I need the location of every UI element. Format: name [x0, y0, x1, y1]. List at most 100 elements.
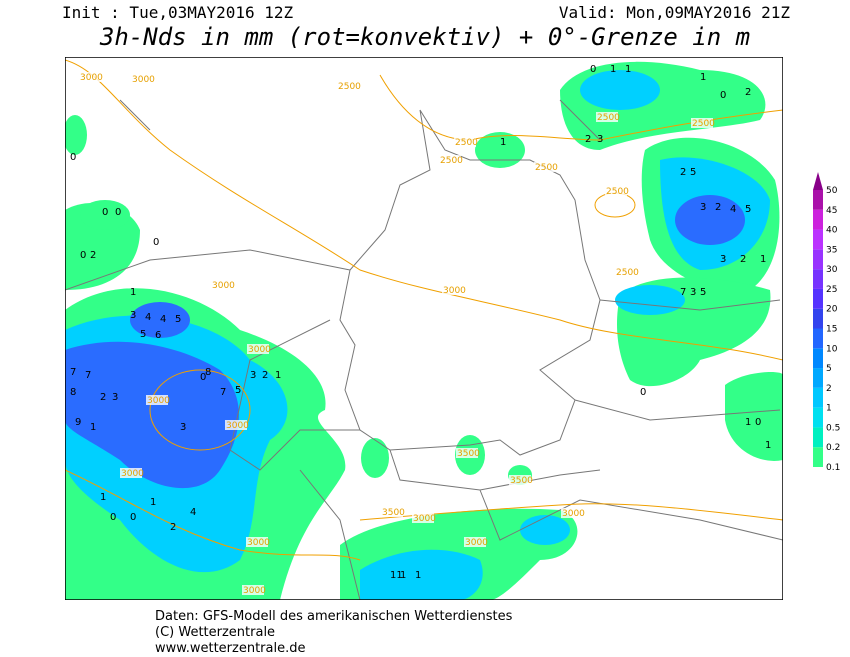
precip-value: 5: [175, 314, 181, 325]
precip-value: 1: [700, 72, 706, 83]
colorbar-label: 0.2: [826, 443, 840, 453]
precip-value: 3: [700, 202, 706, 213]
colorbar-segment: [813, 308, 823, 329]
contour-label: 3500: [382, 508, 405, 518]
contour-label-box: [691, 118, 713, 128]
precip-value: 1: [610, 64, 616, 75]
contour-label: 3000: [132, 75, 155, 85]
colorbar-label: 35: [826, 245, 837, 255]
precip-value: 7: [680, 287, 686, 298]
contour-label: 3000: [226, 421, 249, 431]
precip-value: 3: [130, 310, 136, 321]
colorbar-segment: [813, 407, 823, 428]
contour-label-box: [439, 155, 461, 165]
contour-label: 3000: [80, 73, 103, 83]
contour-label-box: [615, 267, 637, 277]
contour-label: 2500: [440, 156, 463, 166]
contour-label-box: [337, 81, 359, 91]
colorbar-segment: [813, 209, 823, 230]
map-area: 3000 300025002500250025002500250025002500…: [65, 57, 783, 600]
zero-degree-contours: [65, 59, 783, 561]
contour-label: 3500: [457, 449, 480, 459]
precip-value: 1: [100, 492, 106, 503]
contour-label-box: [242, 585, 264, 595]
contour-label: 2500: [535, 163, 558, 173]
contour-label: 2500: [455, 138, 478, 148]
precip-value: 3: [720, 254, 726, 265]
colorbar-label: 0.1: [826, 463, 840, 473]
map-title: 3h-Nds in mm (rot=konvektiv) + 0°-Grenze…: [99, 23, 750, 51]
valid-time: Valid: Mon,09MAY2016 21Z: [559, 3, 791, 22]
colorbar-label: 1: [826, 404, 832, 414]
colorbar-segment: [813, 249, 823, 270]
contour-label-box: [381, 507, 403, 517]
precip-value: 0: [70, 152, 76, 163]
precip-value: 1: [90, 422, 96, 433]
contour-label: 3000: [443, 286, 466, 296]
precip-value: 0: [115, 207, 121, 218]
contour-label-box: [225, 420, 247, 430]
colorbar-segment: [813, 427, 823, 448]
colorbar-segment: [813, 328, 823, 349]
precip-value: 1: [275, 370, 281, 381]
colorbar-segment: [813, 368, 823, 388]
contour-label: 3500: [510, 476, 533, 486]
contour-label: 2500: [606, 187, 629, 197]
colorbar-label: 5: [826, 364, 832, 374]
precip-value: 7: [85, 370, 91, 381]
contour-label: 3000: [147, 396, 170, 406]
precip-value: 4: [160, 314, 166, 325]
contour-label-box: [454, 137, 476, 147]
precip-value: 4: [190, 507, 196, 518]
contour-label: 3000: [562, 509, 585, 519]
precip-value: 1: [765, 440, 771, 451]
contour-label: 2500: [338, 82, 361, 92]
precip-value: 1: [150, 497, 156, 508]
colorbar-label: 0.5: [826, 423, 840, 433]
precip-value: 9: [75, 417, 81, 428]
precip-value: 1: [760, 254, 766, 265]
precip-value: 7: [220, 387, 226, 398]
precip-heavy: [65, 195, 745, 489]
colorbar-label: 50: [826, 186, 838, 196]
precip-value: 11: [390, 570, 403, 581]
precip-value: 3: [180, 422, 186, 433]
contour-label: 2500: [692, 119, 715, 129]
init-time: Init : Tue,03MAY2016 12Z: [62, 3, 294, 22]
precip-value: 2: [100, 392, 106, 403]
precip-value: 0: [80, 250, 86, 261]
contour-label: 3000: [413, 514, 436, 524]
colorbar-arrow: [813, 172, 823, 190]
precip-value: 2: [90, 250, 96, 261]
precip-value: 0: [153, 237, 159, 248]
contour-label-box: [605, 186, 627, 196]
precip-value: 3: [250, 370, 256, 381]
precip-value: 1: [130, 287, 136, 298]
precip-value: 7: [70, 367, 76, 378]
precip-value: 0: [590, 64, 596, 75]
colorbar-label: 15: [826, 325, 837, 335]
footer-url: www.wetterzentrale.de: [155, 641, 305, 656]
colorbar-segment: [813, 269, 823, 289]
contour-label-box: [534, 162, 556, 172]
contour-label: 3000: [212, 281, 235, 291]
precip-value: 2: [680, 167, 686, 178]
precip-value: 8: [205, 367, 211, 378]
colorbar-label: 40: [826, 226, 838, 236]
precip-value: 3: [597, 134, 603, 145]
colorbar-segment: [813, 288, 823, 309]
precip-value: 5: [690, 167, 696, 178]
precip-value: 1: [415, 570, 421, 581]
precip-value: 0: [130, 512, 136, 523]
contour-label-box: [596, 112, 618, 122]
precip-value: 0: [110, 512, 116, 523]
contour-label: 3000: [243, 586, 266, 596]
contour-label-box: [442, 285, 464, 295]
colorbar-label: 20: [826, 305, 838, 315]
contour-label-box: [509, 475, 531, 485]
contour-label-box: [464, 537, 486, 547]
colorbar-label: 25: [826, 285, 837, 295]
precip-value: 1: [625, 64, 631, 75]
